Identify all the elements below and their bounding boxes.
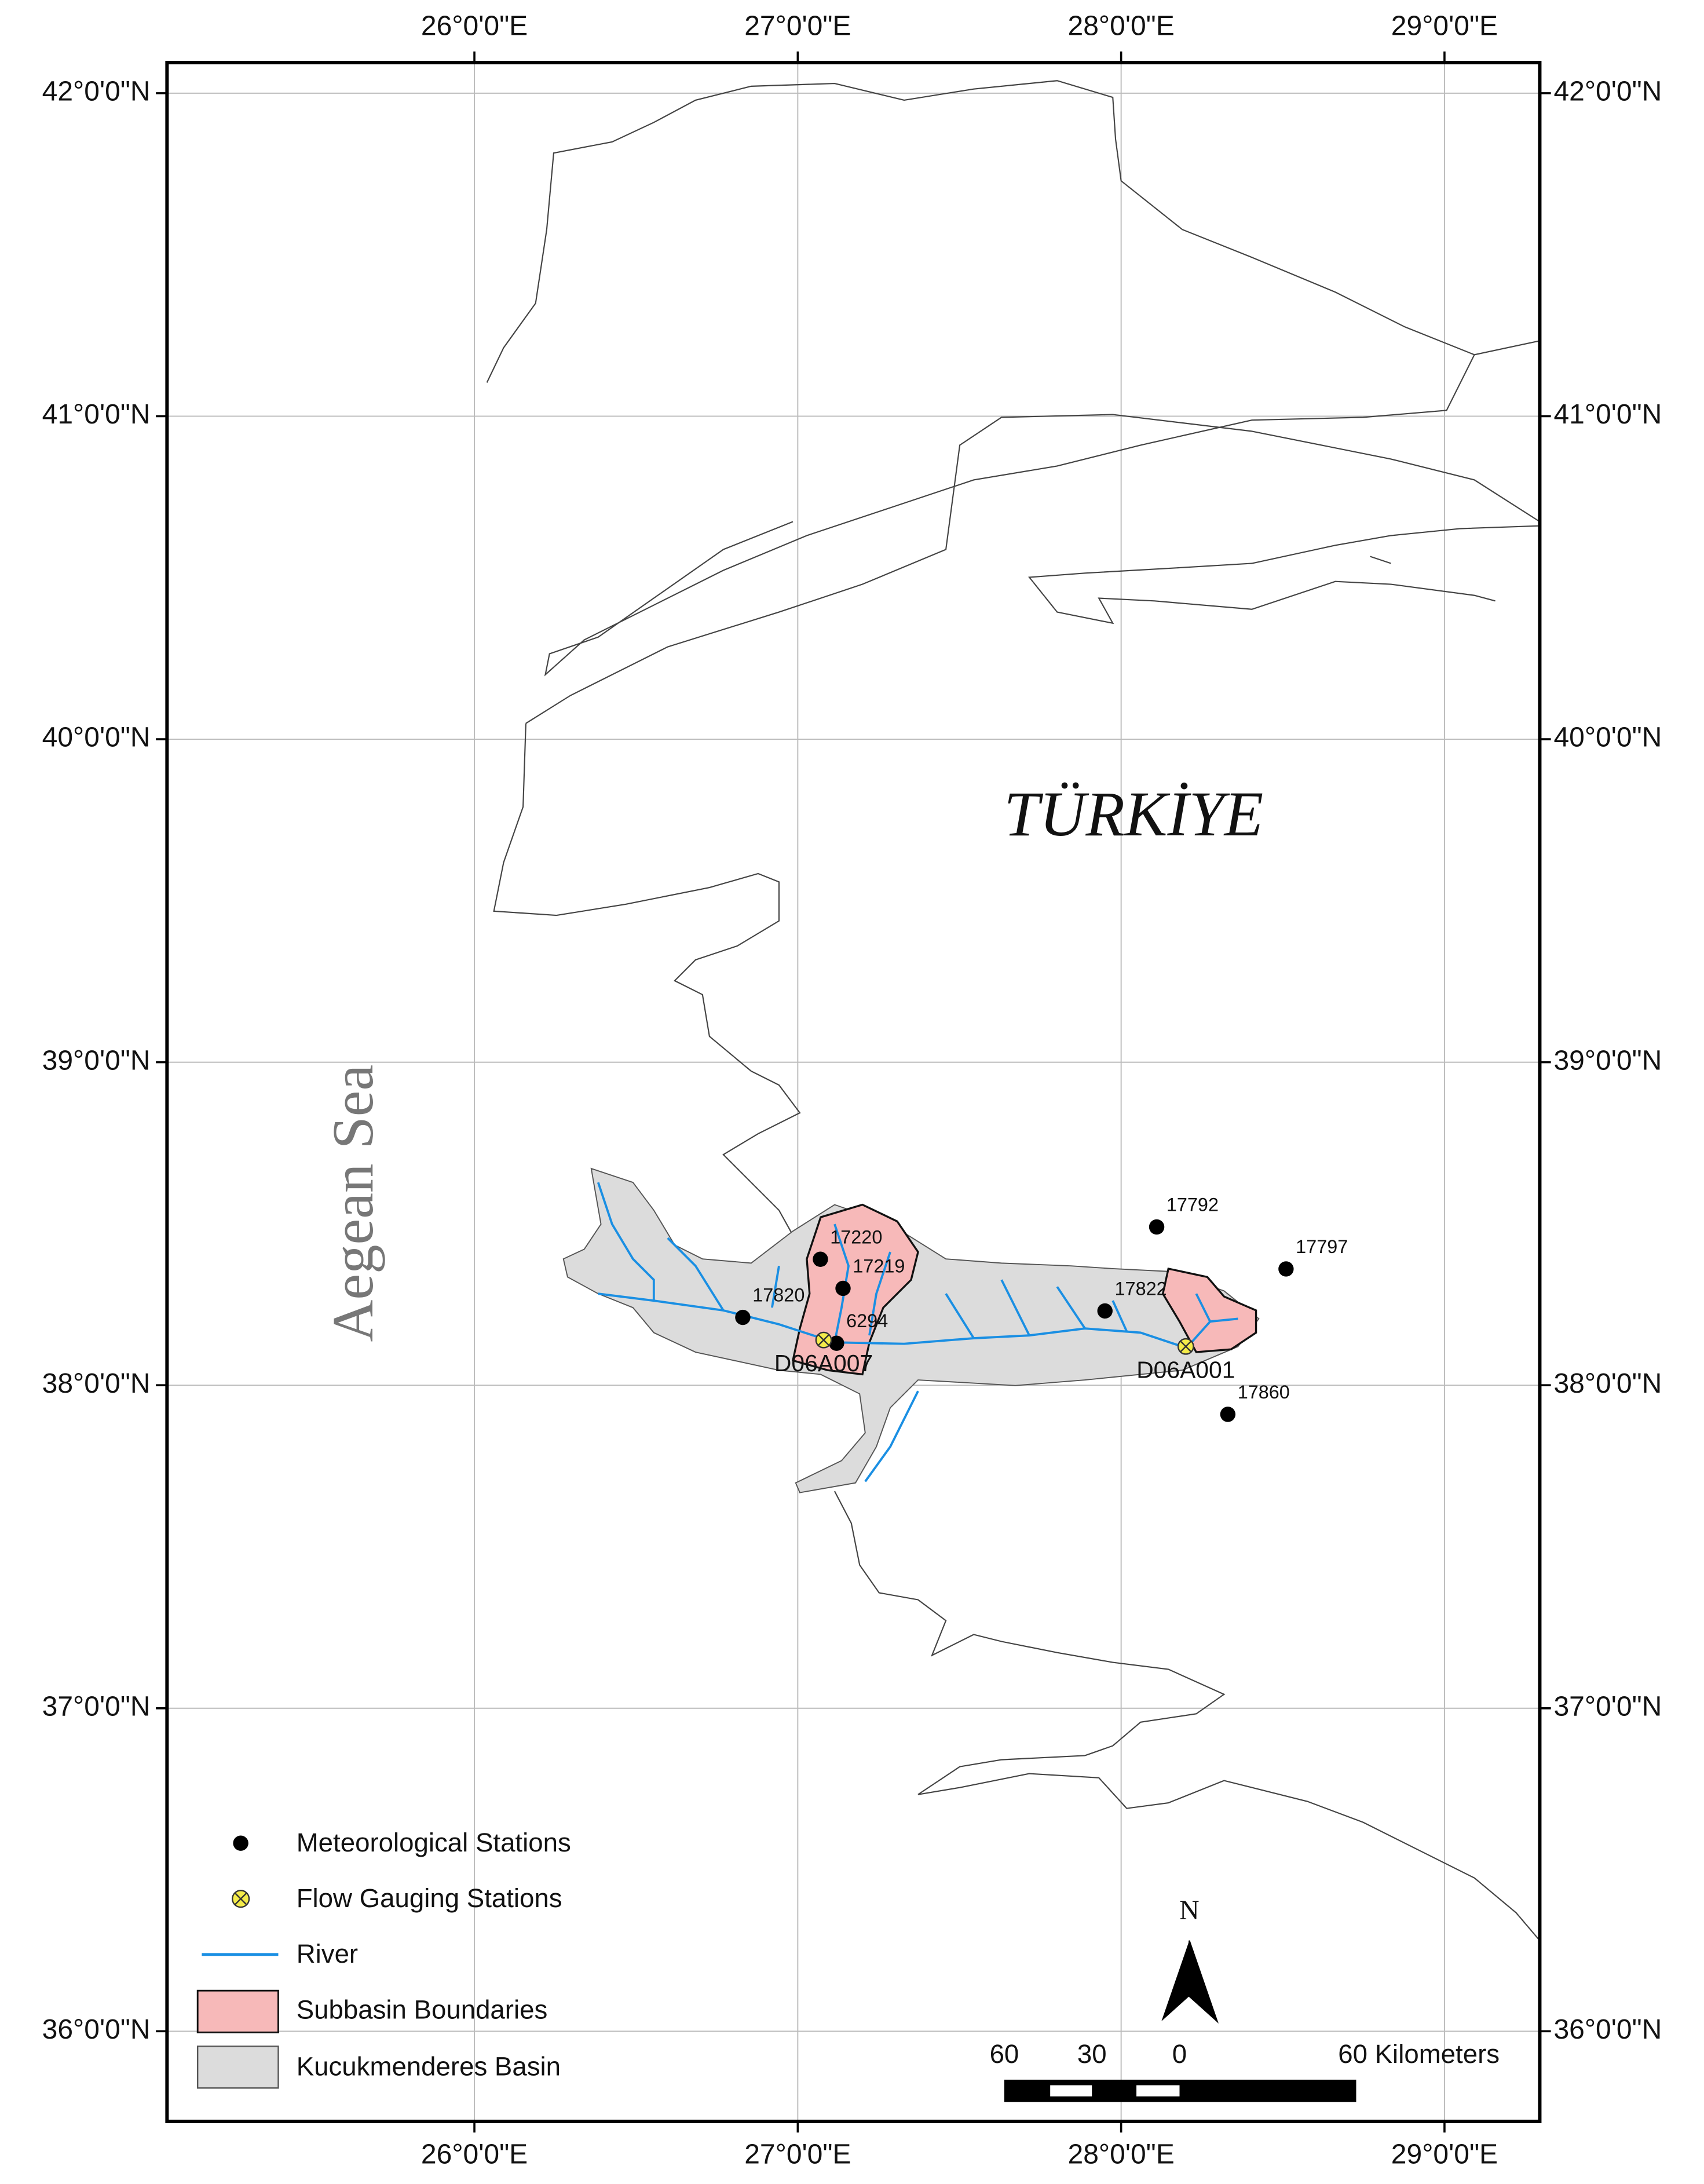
arrow-left bbox=[1161, 1940, 1190, 2022]
lon-label: 27°0'0"E bbox=[744, 11, 851, 42]
legend-label: Flow Gauging Stations bbox=[297, 1883, 562, 1913]
lat-label: 38°0'0"N bbox=[42, 1368, 151, 1399]
scale-label: 30 bbox=[1077, 2039, 1107, 2069]
lat-label: 39°0'0"N bbox=[1553, 1045, 1662, 1076]
frame bbox=[165, 61, 1542, 2123]
scale-bar: 60 30 0 60 Kilometers bbox=[990, 2039, 1500, 2102]
scale-label: 60 bbox=[990, 2039, 1019, 2069]
station-label: D06A001 bbox=[1136, 1356, 1235, 1383]
legend-symbol bbox=[235, 1893, 247, 1905]
meteorological-station bbox=[1220, 1407, 1236, 1422]
meteorological-station bbox=[1097, 1303, 1113, 1319]
lat-label: 42°0'0"N bbox=[1553, 76, 1662, 107]
lat-label: 42°0'0"N bbox=[42, 76, 151, 107]
legend-symbol bbox=[196, 1989, 279, 2033]
lat-label: 40°0'0"N bbox=[42, 722, 151, 753]
lon-label: 26°0'0"E bbox=[421, 2139, 528, 2170]
scale-segment bbox=[1050, 2085, 1092, 2097]
lat-label: 41°0'0"N bbox=[42, 399, 151, 430]
country-label: TÜRKİYE bbox=[1004, 779, 1263, 849]
lon-label: 28°0'0"E bbox=[1068, 2139, 1175, 2170]
scale-label: 60 Kilometers bbox=[1338, 2039, 1500, 2069]
legend-label: Kucukmenderes Basin bbox=[297, 2052, 561, 2081]
lat-label: 41°0'0"N bbox=[1553, 399, 1662, 430]
station-label: 6294 bbox=[846, 1310, 888, 1331]
station-label: 17860 bbox=[1238, 1382, 1290, 1403]
marmara-south-coast bbox=[525, 414, 1541, 724]
legend-label: Subbasin Boundaries bbox=[297, 1995, 548, 2024]
scale-label: 0 bbox=[1172, 2039, 1187, 2069]
lat-label: 37°0'0"N bbox=[1553, 1691, 1662, 1722]
kucukmenderes-basin bbox=[562, 1167, 1260, 1493]
lon-label: 28°0'0"E bbox=[1068, 11, 1175, 42]
meteorological-station bbox=[835, 1280, 851, 1296]
north-label: N bbox=[1179, 1895, 1200, 1926]
flow-station-cross bbox=[1179, 1340, 1192, 1353]
meteorological-station bbox=[1149, 1219, 1165, 1235]
subbasin-2 bbox=[1161, 1267, 1257, 1353]
lat-label: 36°0'0"N bbox=[1553, 2014, 1662, 2045]
arrow-right bbox=[1189, 1940, 1219, 2024]
lat-label: 39°0'0"N bbox=[42, 1045, 151, 1076]
lon-label: 29°0'0"E bbox=[1391, 2139, 1498, 2170]
lon-label: 27°0'0"E bbox=[744, 2139, 851, 2170]
meteorological-station bbox=[1278, 1261, 1294, 1277]
station-label: D06A007 bbox=[774, 1350, 873, 1376]
north-arrow: N bbox=[1161, 1895, 1219, 2024]
lat-label: 40°0'0"N bbox=[1553, 722, 1662, 753]
meteorological-station bbox=[813, 1251, 828, 1267]
lon-label: 26°0'0"E bbox=[421, 11, 528, 42]
legend: Meteorological Stations Flow Gauging Sta… bbox=[196, 1828, 571, 2089]
legend-symbol bbox=[233, 1835, 248, 1851]
lat-label: 38°0'0"N bbox=[1553, 1368, 1662, 1399]
graticule: 26°0'0"E 26°0'0"E 27°0'0"E 27°0'0"E 28°0'0"E… bbox=[42, 11, 1662, 2170]
meteorological-station bbox=[735, 1309, 751, 1325]
station-label: 17792 bbox=[1167, 1195, 1219, 1215]
thrace-coast bbox=[486, 80, 1540, 677]
station-label: 17219 bbox=[853, 1255, 905, 1276]
meteorological-station bbox=[829, 1335, 844, 1351]
coastlines bbox=[486, 80, 1541, 1941]
legend-label: River bbox=[297, 1939, 358, 1968]
flow-station-cross bbox=[817, 1334, 830, 1346]
station-label: 17822 bbox=[1115, 1278, 1167, 1299]
station-label: 17797 bbox=[1296, 1236, 1348, 1257]
legend-symbol bbox=[197, 2046, 279, 2089]
anatolia-west-coast bbox=[493, 723, 1541, 1941]
scale-segment bbox=[1136, 2085, 1180, 2097]
lon-label: 29°0'0"E bbox=[1391, 11, 1498, 42]
lat-label: 37°0'0"N bbox=[42, 1691, 151, 1722]
station-label: 17220 bbox=[830, 1226, 882, 1247]
legend-label: Meteorological Stations bbox=[297, 1828, 571, 1857]
station-label: 17820 bbox=[752, 1285, 805, 1306]
lat-label: 36°0'0"N bbox=[42, 2014, 151, 2045]
sea-label: Aegean Sea bbox=[320, 1065, 385, 1342]
stations: 172201721917820629417822177921779717860D… bbox=[735, 1195, 1348, 1422]
